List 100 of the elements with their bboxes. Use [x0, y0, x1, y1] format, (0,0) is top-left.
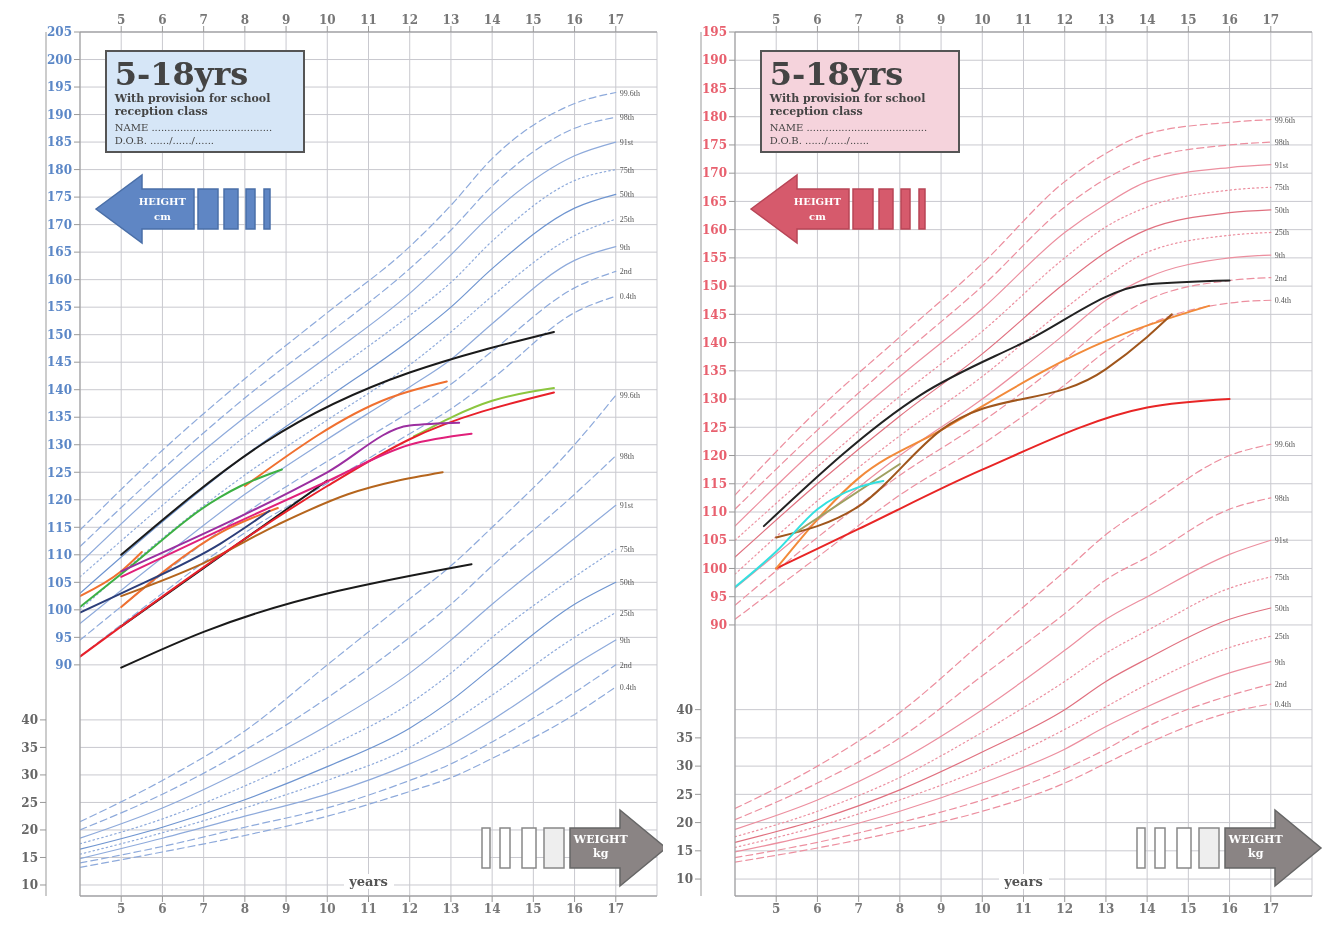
y-tick-label: 90: [55, 658, 72, 673]
y2-tick-label: 30: [21, 768, 38, 783]
x2-tick-label: 13: [442, 901, 460, 916]
y2-tick-label: 10: [676, 872, 693, 887]
series-label: 2nd: [619, 267, 632, 277]
x2-tick-label: 12: [1056, 901, 1074, 916]
line-series: [735, 443, 1272, 810]
y2-tick-label: 15: [21, 850, 38, 865]
x2-tick-label: 14: [483, 901, 501, 916]
x-tick-label: 5: [772, 13, 781, 27]
x-tick-label: 7: [199, 13, 208, 27]
y-tick-label: 170: [701, 166, 727, 181]
x2-tick-label: 7: [854, 901, 863, 916]
line-series: [775, 304, 1210, 570]
y-tick-label: 155: [701, 251, 727, 266]
y-tick-label: 145: [701, 307, 727, 322]
y-tick-label: 115: [701, 477, 727, 492]
y-tick-label: 175: [701, 138, 727, 153]
x-tick-label: 6: [158, 13, 167, 27]
series-label: 25th: [619, 608, 635, 618]
annotation: NAME ......................................: [114, 121, 274, 134]
x-axis-title: years: [998, 874, 1049, 889]
x2-tick-label: 9: [936, 901, 946, 916]
line-series: [80, 468, 283, 609]
y-tick-label: 160: [701, 222, 727, 237]
y-tick-label: 170: [46, 217, 72, 232]
y-tick-label: 95: [55, 630, 72, 645]
x-tick-label: 12: [401, 13, 419, 27]
line-series: [775, 398, 1231, 570]
x2-tick-label: 15: [525, 901, 542, 916]
x2-tick-label: 10: [318, 901, 336, 916]
y-tick-label: 205: [46, 25, 72, 40]
series-label: 25th: [1274, 632, 1290, 642]
y2-tick-label: 20: [21, 823, 38, 838]
y2-tick-label: 15: [676, 844, 693, 859]
x2-tick-label: 11: [1015, 901, 1032, 916]
x2-tick-label: 5: [772, 901, 781, 916]
y-tick-label: 190: [46, 107, 72, 122]
y2-tick-label: 35: [676, 731, 693, 746]
y2-tick-label: 30: [676, 759, 693, 774]
series-label: 91st: [1274, 536, 1289, 546]
series-label: 9th: [1274, 657, 1286, 667]
y-axis-title: HEIGHT cm: [137, 195, 187, 224]
x-tick-label: 7: [854, 13, 863, 27]
x-tick-label: 14: [1138, 13, 1156, 27]
series-label: 2nd: [1274, 273, 1287, 283]
y-tick-label: 105: [46, 575, 72, 590]
y-tick-label: 120: [701, 448, 727, 463]
series-label: 25th: [1274, 228, 1290, 238]
y-tick-label: 100: [46, 603, 72, 618]
y2-tick-label: 40: [21, 713, 38, 728]
y-tick-label: 195: [46, 80, 72, 95]
x-tick-label: 8: [240, 13, 250, 27]
text: 5-18yrs: [114, 55, 249, 93]
series-label: 0.4th: [619, 682, 637, 692]
x-tick-label: 8: [895, 13, 905, 27]
line-series: [80, 394, 617, 823]
series-label: 98th: [619, 451, 635, 461]
x-tick-label: 5: [117, 13, 126, 27]
series-label: 75th: [619, 165, 635, 175]
series-label: 2nd: [1274, 680, 1287, 690]
annotation: WEIGHT kg: [572, 833, 629, 861]
x-tick-label: 12: [1056, 13, 1074, 27]
series-label: 50th: [1274, 604, 1290, 613]
series-label: 98th: [619, 113, 635, 123]
y-tick-label: 150: [701, 279, 727, 294]
y-tick-label: 120: [46, 493, 72, 508]
series-label: 99.6th: [1274, 440, 1296, 450]
x2-tick-label: 13: [1097, 901, 1115, 916]
x2-tick-label: 6: [158, 901, 167, 916]
y2-tick-label: 10: [21, 878, 38, 893]
series-label: 0.4th: [619, 292, 637, 302]
x2-tick-label: 10: [973, 901, 991, 916]
x-tick-label: 16: [1221, 13, 1238, 27]
series-label: 99.6th: [619, 88, 641, 98]
x-tick-label: 11: [1015, 13, 1032, 27]
y2-tick-label: 25: [676, 787, 693, 802]
series-label: 99.6th: [619, 391, 641, 401]
x2-tick-label: 8: [895, 901, 905, 916]
y-tick-label: 90: [710, 618, 727, 633]
x2-tick-label: 11: [360, 901, 377, 916]
y2-tick-label: 20: [676, 815, 693, 830]
line-series: [775, 313, 1173, 539]
y-tick-label: 130: [46, 438, 72, 452]
y-axis-title: HEIGHT cm: [792, 195, 842, 224]
y-tick-label: 200: [46, 52, 72, 67]
annotation: WEIGHT kg: [1227, 833, 1284, 861]
y-tick-label: 155: [46, 300, 72, 315]
text: With provision for school reception class: [769, 92, 927, 118]
x2-tick-label: 15: [1180, 901, 1197, 916]
x-tick-label: 9: [281, 13, 291, 27]
annotation: D.O.B. ....../....../......: [114, 134, 215, 147]
series-label: 50th: [1274, 205, 1290, 215]
line-series: [80, 509, 271, 614]
y-tick-label: 100: [701, 561, 727, 576]
y-tick-label: 135: [46, 410, 72, 425]
line-series: [735, 479, 885, 589]
series-label: 75th: [1274, 183, 1290, 193]
x2-tick-label: 9: [281, 901, 291, 916]
x2-tick-label: 12: [401, 901, 419, 916]
